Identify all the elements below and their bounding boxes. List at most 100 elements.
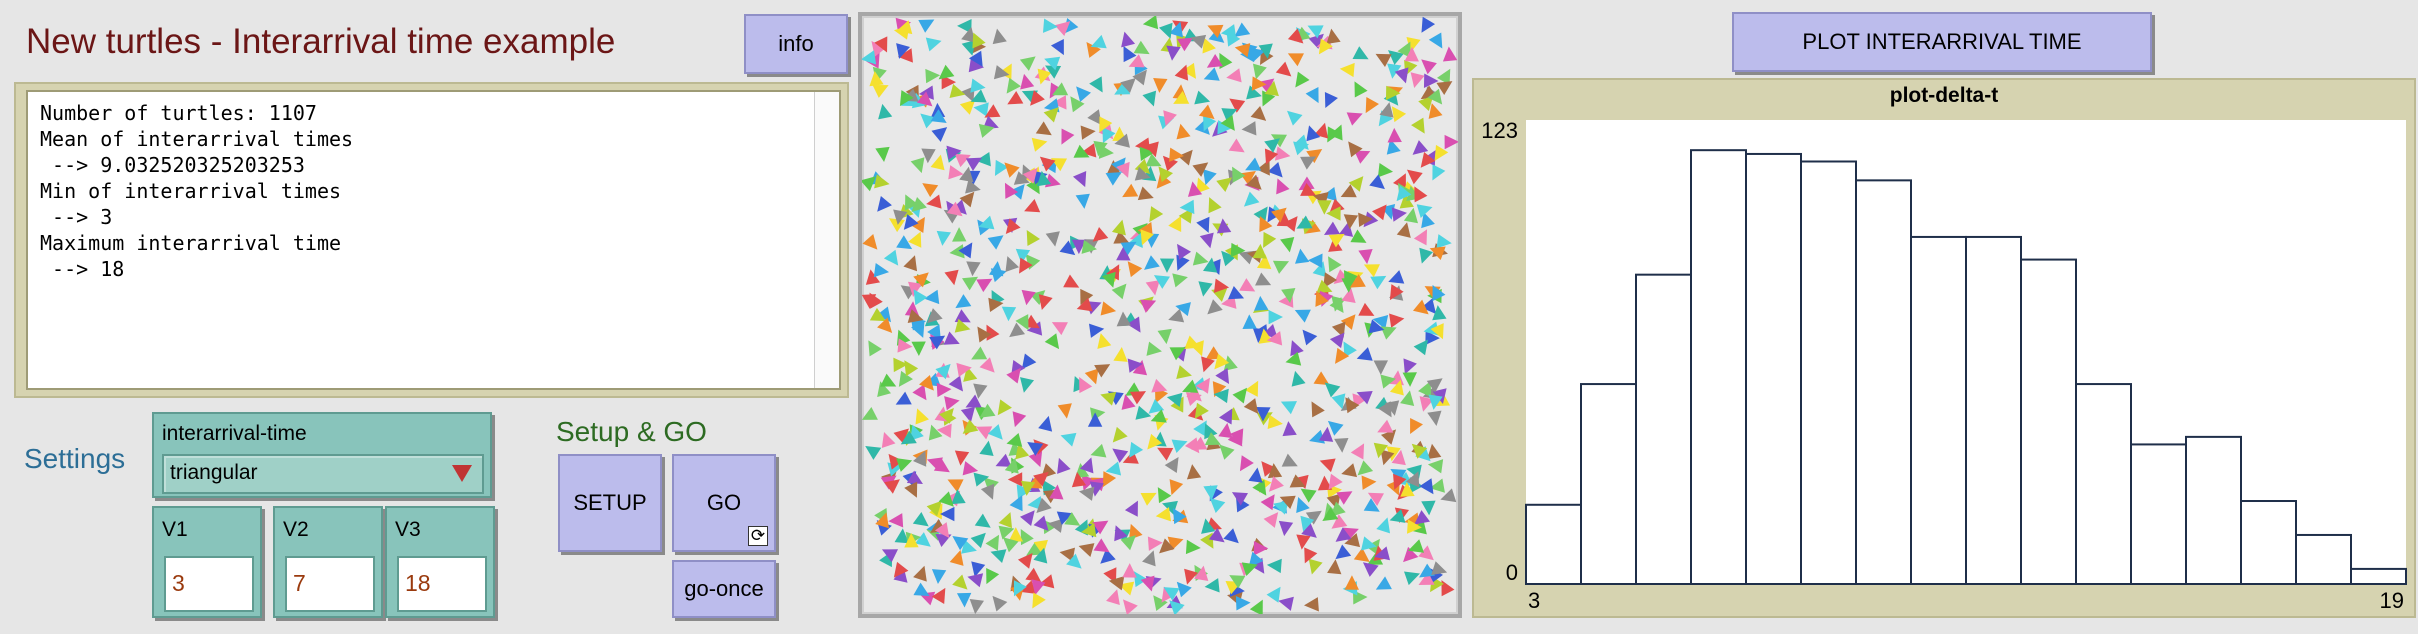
turtle-agent [1221,250,1237,267]
turtle-agent [1335,527,1352,542]
turtle-agent [1344,533,1361,548]
turtle-agent [1090,34,1107,49]
turtle-agent [1335,544,1352,560]
turtle-agent [1287,53,1304,67]
turtle-agent [1076,297,1093,312]
turtle-agent [1080,143,1097,158]
x-tick-label: 19 [2380,588,2404,613]
turtle-agent [931,569,947,585]
turtle-agent [978,123,995,138]
turtle-agent [1044,56,1061,71]
output-scrollbar[interactable] [814,92,839,388]
setup-button[interactable]: SETUP [558,454,662,552]
turtle-agent [1274,146,1291,161]
turtle-agent [1331,393,1346,410]
turtle-agent [1146,341,1162,356]
turtle-agent [1060,432,1077,447]
world-view[interactable] [858,12,1462,618]
turtle-agent [1267,414,1283,430]
turtle-agent [1306,149,1323,164]
turtle-agent [912,511,929,527]
turtle-agent [1412,140,1429,155]
turtle-agent [943,331,960,345]
turtle-agent [954,318,971,333]
turtle-agent [1133,571,1148,588]
turtle-agent [1105,172,1122,186]
turtle-agent [1106,264,1120,281]
turtle-agent [954,450,970,466]
turtle-agent [1350,443,1365,460]
turtle-agent [952,574,968,590]
turtle-agent [1432,164,1446,181]
turtle-agent [978,215,995,230]
turtle-agent [1080,288,1094,305]
turtle-agent [1388,50,1404,65]
turtle-agent [992,28,1007,45]
turtle-agent [1232,166,1246,183]
histogram-bar [1800,160,1857,585]
chevron-down-icon[interactable] [452,465,472,482]
turtle-agent [1113,230,1130,244]
turtle-agent [1328,473,1343,490]
turtle-agent [1032,592,1046,609]
turtle-agent [1027,442,1044,456]
turtle-agent [1329,297,1344,314]
turtle-agent [872,84,889,98]
turtle-agent [1413,339,1429,356]
turtle-agent [904,533,919,548]
turtle-agent [1226,68,1242,83]
turtle-agent [1059,547,1075,562]
turtle-agent [1007,90,1024,105]
turtle-agent [1102,127,1116,144]
turtle-agent [1389,313,1405,328]
turtle-agent [1429,246,1446,261]
v3-field[interactable]: 18 [397,556,487,612]
turtle-agent [1184,568,1198,585]
turtle-agent [931,127,948,142]
output-textbox[interactable]: Number of turtles: 1107 Mean of interarr… [26,90,841,390]
turtle-agent [971,561,986,578]
turtle-agent [986,324,1000,341]
turtle-agent [1009,322,1026,338]
turtle-agent [948,165,964,180]
turtle-agent [1428,32,1443,49]
turtle-agent [871,40,887,57]
turtle-agent [984,104,1001,118]
chooser-dropdown[interactable]: triangular [162,454,484,494]
turtle-agent [878,103,893,120]
turtle-agent [1327,559,1342,575]
turtle-agent [998,512,1013,529]
turtle-agent [1201,518,1216,534]
turtle-agent [1372,314,1389,330]
turtle-agent [1275,61,1292,77]
turtle-agent [1106,160,1121,175]
turtle-agent [1340,314,1356,330]
turtle-agent [1300,488,1317,503]
turtle-agent [1019,56,1036,71]
turtle-agent [1039,156,1056,172]
turtle-agent [1363,498,1380,512]
turtle-agent [1263,512,1279,528]
turtle-agent [1080,125,1096,140]
turtle-agent [1436,68,1451,85]
v2-field[interactable]: 7 [285,556,375,612]
go-button[interactable]: GO ⟳ [672,454,776,552]
turtle-agent [962,276,979,291]
turtle-agent [910,424,924,441]
turtle-agent [928,424,943,441]
turtle-agent [949,244,965,259]
turtle-agent [1276,178,1290,195]
turtle-agent [1258,43,1273,59]
info-button[interactable]: info [744,14,848,74]
turtle-agent [1432,284,1446,302]
turtle-agent [1246,174,1262,190]
v1-field[interactable]: 3 [164,556,254,612]
turtle-agent [1427,459,1444,474]
interarrival-time-chooser[interactable]: interarrival-time triangular [152,412,492,498]
plot-interarrival-time-button[interactable]: PLOT INTERARRIVAL TIME [1732,12,2152,72]
go-once-button[interactable]: go-once [672,560,776,618]
turtle-agent [1272,260,1290,274]
turtle-agent [1079,457,1094,474]
turtle-agent [868,340,882,357]
turtle-agent [1176,581,1192,598]
